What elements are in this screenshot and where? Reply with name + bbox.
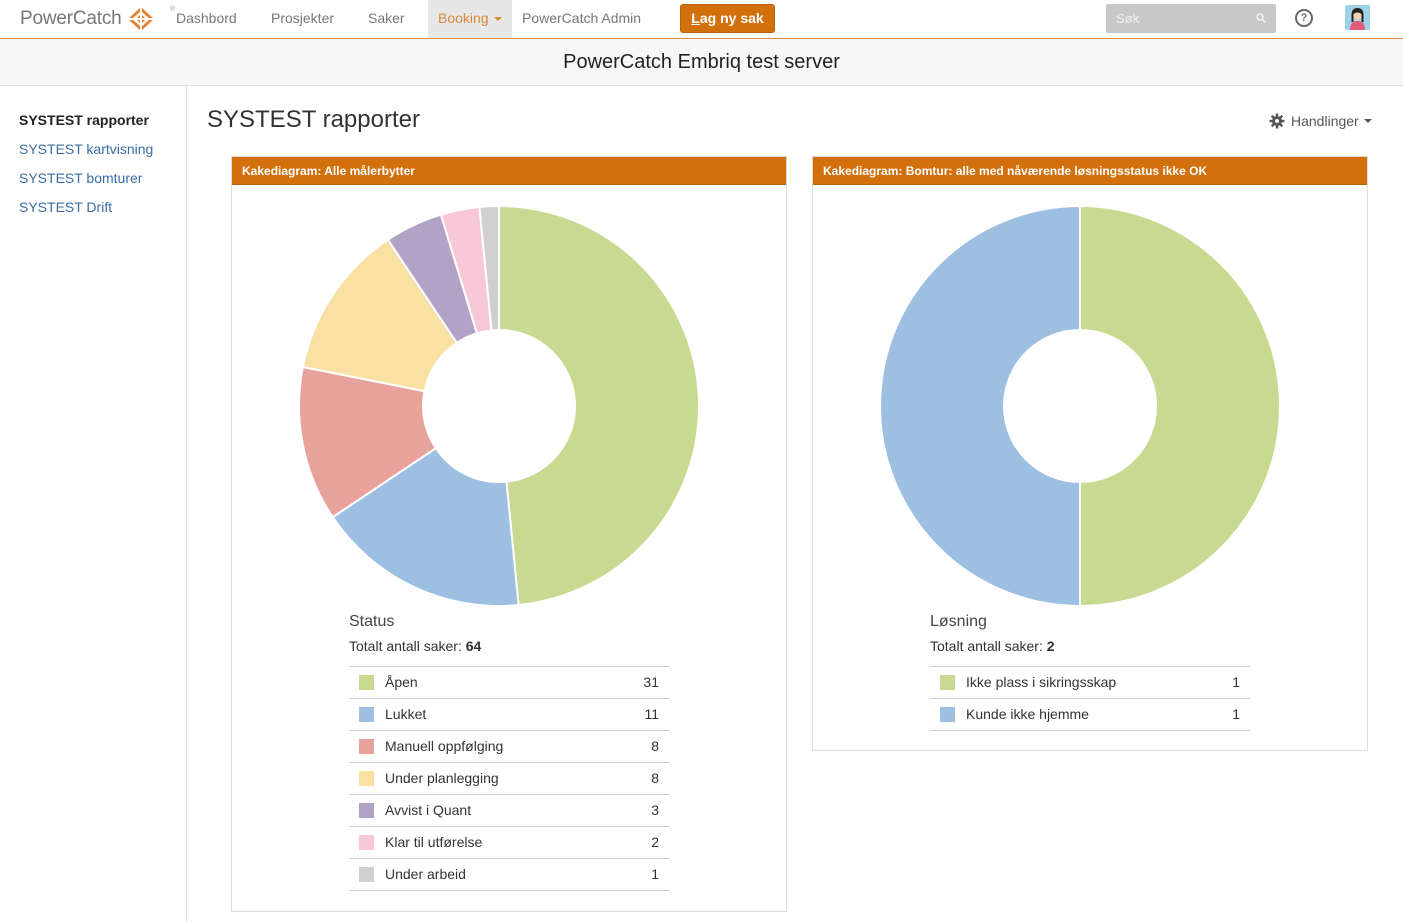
legend-count: 3 [651,802,659,818]
legend-table: Ikke plass i sikringsskap 1 Kunde ikke hje… [930,666,1250,731]
help-icon[interactable]: ? [1295,9,1313,27]
legend-total-label: Totalt antall saker: [930,638,1043,654]
legend-count: 1 [1232,674,1240,690]
legend-label: Klar til utførelse [385,834,483,850]
brand-name: PowerCatch [20,8,122,29]
legend-row[interactable]: Åpen 31 [349,667,669,699]
user-avatar[interactable] [1345,5,1370,30]
pie-slice[interactable] [301,238,459,393]
server-banner: PowerCatch Embriq test server [0,39,1403,86]
legend-total: Totalt antall saker: 2 [930,638,1055,654]
pie-slice[interactable] [1079,204,1281,608]
caret-down-icon [493,17,502,22]
legend-count: 1 [1232,706,1240,722]
pie-slice[interactable] [879,204,1081,608]
sidebar-item-systest-drift[interactable]: SYSTEST Drift [19,199,113,215]
legend-swatch [359,707,374,722]
legend-label: Under planlegging [385,770,499,786]
pie-slice[interactable] [331,446,520,607]
legend-total-value: 64 [465,638,482,654]
sidebar-item-systest-rapporter[interactable]: SYSTEST rapporter [19,112,149,128]
legend-label: Ikke plass i sikringsskap [966,674,1117,690]
legend-label: Under arbeid [385,866,466,882]
legend-label: Lukket [385,706,427,722]
legend-swatch [359,803,374,818]
pie-chart-bomtur [879,204,1281,608]
legend-count: 11 [644,706,659,722]
brand-registered-mark: ® [170,6,176,13]
legend-title: Status [349,613,395,630]
legend-title: Løsning [930,613,987,630]
pie-chart-malerbytter [298,204,700,607]
new-case-accesskey: L [691,10,700,26]
new-case-button[interactable]: Lag ny sak [680,4,775,33]
legend-count: 2 [651,834,659,850]
legend-count: 1 [651,866,659,882]
avatar-person-icon [1345,5,1370,30]
brand-logo[interactable]: PowerCatch ® [20,6,175,32]
legend-swatch [359,867,374,882]
legend-row[interactable]: Avvist i Quant 3 [349,795,669,827]
chart-panel-bomtur: Kakediagram: Bomtur: alle med nåværende … [812,156,1368,751]
actions-dropdown[interactable]: Handlinger [1269,113,1372,129]
legend-row[interactable]: Lukket 11 [349,699,669,731]
legend-label: Manuell oppfølging [385,738,504,754]
nav-dashbord[interactable]: Dashbord [176,10,237,26]
legend-total-label: Totalt antall saker: [349,638,462,654]
nav-booking-dropdown[interactable]: Booking [428,0,512,38]
legend-row[interactable]: Under planlegging 8 [349,763,669,795]
legend-row[interactable]: Klar til utførelse 2 [349,827,669,859]
legend-row[interactable]: Under arbeid 1 [349,859,669,891]
legend-swatch [359,739,374,754]
nav-powercatch-admin[interactable]: PowerCatch Admin [522,10,642,26]
top-navbar: PowerCatch ® Dashbord Prosjekter Saker B… [0,0,1403,39]
legend-count: 31 [643,674,659,690]
legend-swatch [940,675,955,690]
pie-slice[interactable] [298,365,438,519]
actions-label: Handlinger [1291,113,1359,129]
chart-panel-title: Kakediagram: Alle målerbytter [232,157,786,185]
legend-count: 8 [651,738,659,754]
nav-saker[interactable]: Saker [368,10,405,26]
legend-swatch [359,675,374,690]
legend-swatch [940,707,955,722]
nav-prosjekter[interactable]: Prosjekter [271,10,335,26]
powercatch-logo-icon [127,7,154,31]
pie-slice[interactable] [498,204,700,607]
search-input[interactable] [1106,4,1246,33]
legend-swatch [359,835,374,850]
legend-row[interactable]: Ikke plass i sikringsskap 1 [930,667,1250,699]
legend-total: Totalt antall saker: 64 [349,638,481,654]
chart-panel-title: Kakediagram: Bomtur: alle med nåværende … [813,157,1367,185]
legend-label: Avvist i Quant [385,802,472,818]
gear-icon [1269,113,1285,129]
nav-booking-label: Booking [438,10,489,26]
sidebar: SYSTEST rapporter SYSTEST kartvisning SY… [0,86,187,922]
search-box [1106,4,1276,33]
legend-label: Åpen [385,674,418,690]
legend-label: Kunde ikke hjemme [966,706,1089,722]
legend-row[interactable]: Manuell oppfølging 8 [349,731,669,763]
pie-slice[interactable] [478,204,500,332]
legend-table: Åpen 31 Lukket 11 Manuell oppfølging 8 Under p… [349,666,669,891]
caret-down-icon [1363,119,1372,123]
legend-count: 8 [651,770,659,786]
legend-swatch [359,771,374,786]
legend-total-value: 2 [1046,638,1055,654]
new-case-label: ag ny sak [699,10,764,26]
search-icon[interactable] [1256,13,1266,23]
sidebar-item-systest-bomturer[interactable]: SYSTEST bomturer [19,170,143,186]
chart-panel-malerbytter: Kakediagram: Alle målerbytter Status Tot… [231,156,787,912]
legend-row[interactable]: Kunde ikke hjemme 1 [930,699,1250,731]
page-title: SYSTEST rapporter [207,106,420,133]
sidebar-item-systest-kartvisning[interactable]: SYSTEST kartvisning [19,141,154,157]
